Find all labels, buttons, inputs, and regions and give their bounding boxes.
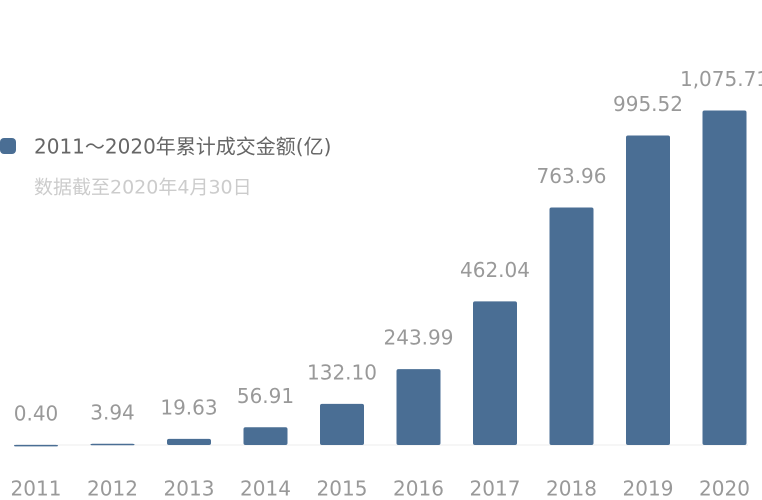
bar bbox=[167, 438, 211, 445]
x-tick-label: 2016 bbox=[393, 477, 444, 500]
legend-label: 2011～2020年累计成交金额(亿) bbox=[34, 135, 331, 159]
x-tick-label: 2019 bbox=[623, 477, 674, 500]
bar bbox=[473, 301, 517, 445]
value-label: 995.52 bbox=[613, 92, 683, 116]
value-label: 19.63 bbox=[160, 395, 217, 419]
x-tick-label: 2014 bbox=[240, 477, 291, 500]
value-label: 56.91 bbox=[237, 384, 294, 408]
value-label: 243.99 bbox=[384, 326, 454, 350]
bar bbox=[702, 110, 747, 446]
value-label: 763.96 bbox=[537, 164, 607, 188]
x-tick-label: 2013 bbox=[164, 477, 215, 500]
bar bbox=[14, 444, 58, 447]
bar bbox=[549, 207, 594, 445]
bar bbox=[396, 369, 441, 445]
x-tick-label: 2015 bbox=[317, 477, 368, 500]
bar bbox=[320, 403, 364, 445]
x-tick-label: 2011 bbox=[11, 477, 62, 500]
value-label: 132.10 bbox=[307, 360, 377, 384]
bar bbox=[90, 443, 135, 446]
value-label: 3.94 bbox=[90, 400, 135, 424]
bar bbox=[243, 427, 288, 445]
value-label: 1,075.71 bbox=[680, 67, 762, 91]
x-tick-label: 2020 bbox=[699, 477, 750, 500]
legend-swatch bbox=[0, 138, 16, 154]
x-tick-label: 2012 bbox=[87, 477, 138, 500]
value-label: 0.40 bbox=[14, 401, 59, 425]
value-label: 462.04 bbox=[460, 258, 530, 282]
bar bbox=[626, 135, 670, 446]
x-tick-label: 2017 bbox=[470, 477, 521, 500]
note: 数据截至2020年4月30日 bbox=[34, 177, 252, 199]
x-tick-label: 2018 bbox=[546, 477, 597, 500]
